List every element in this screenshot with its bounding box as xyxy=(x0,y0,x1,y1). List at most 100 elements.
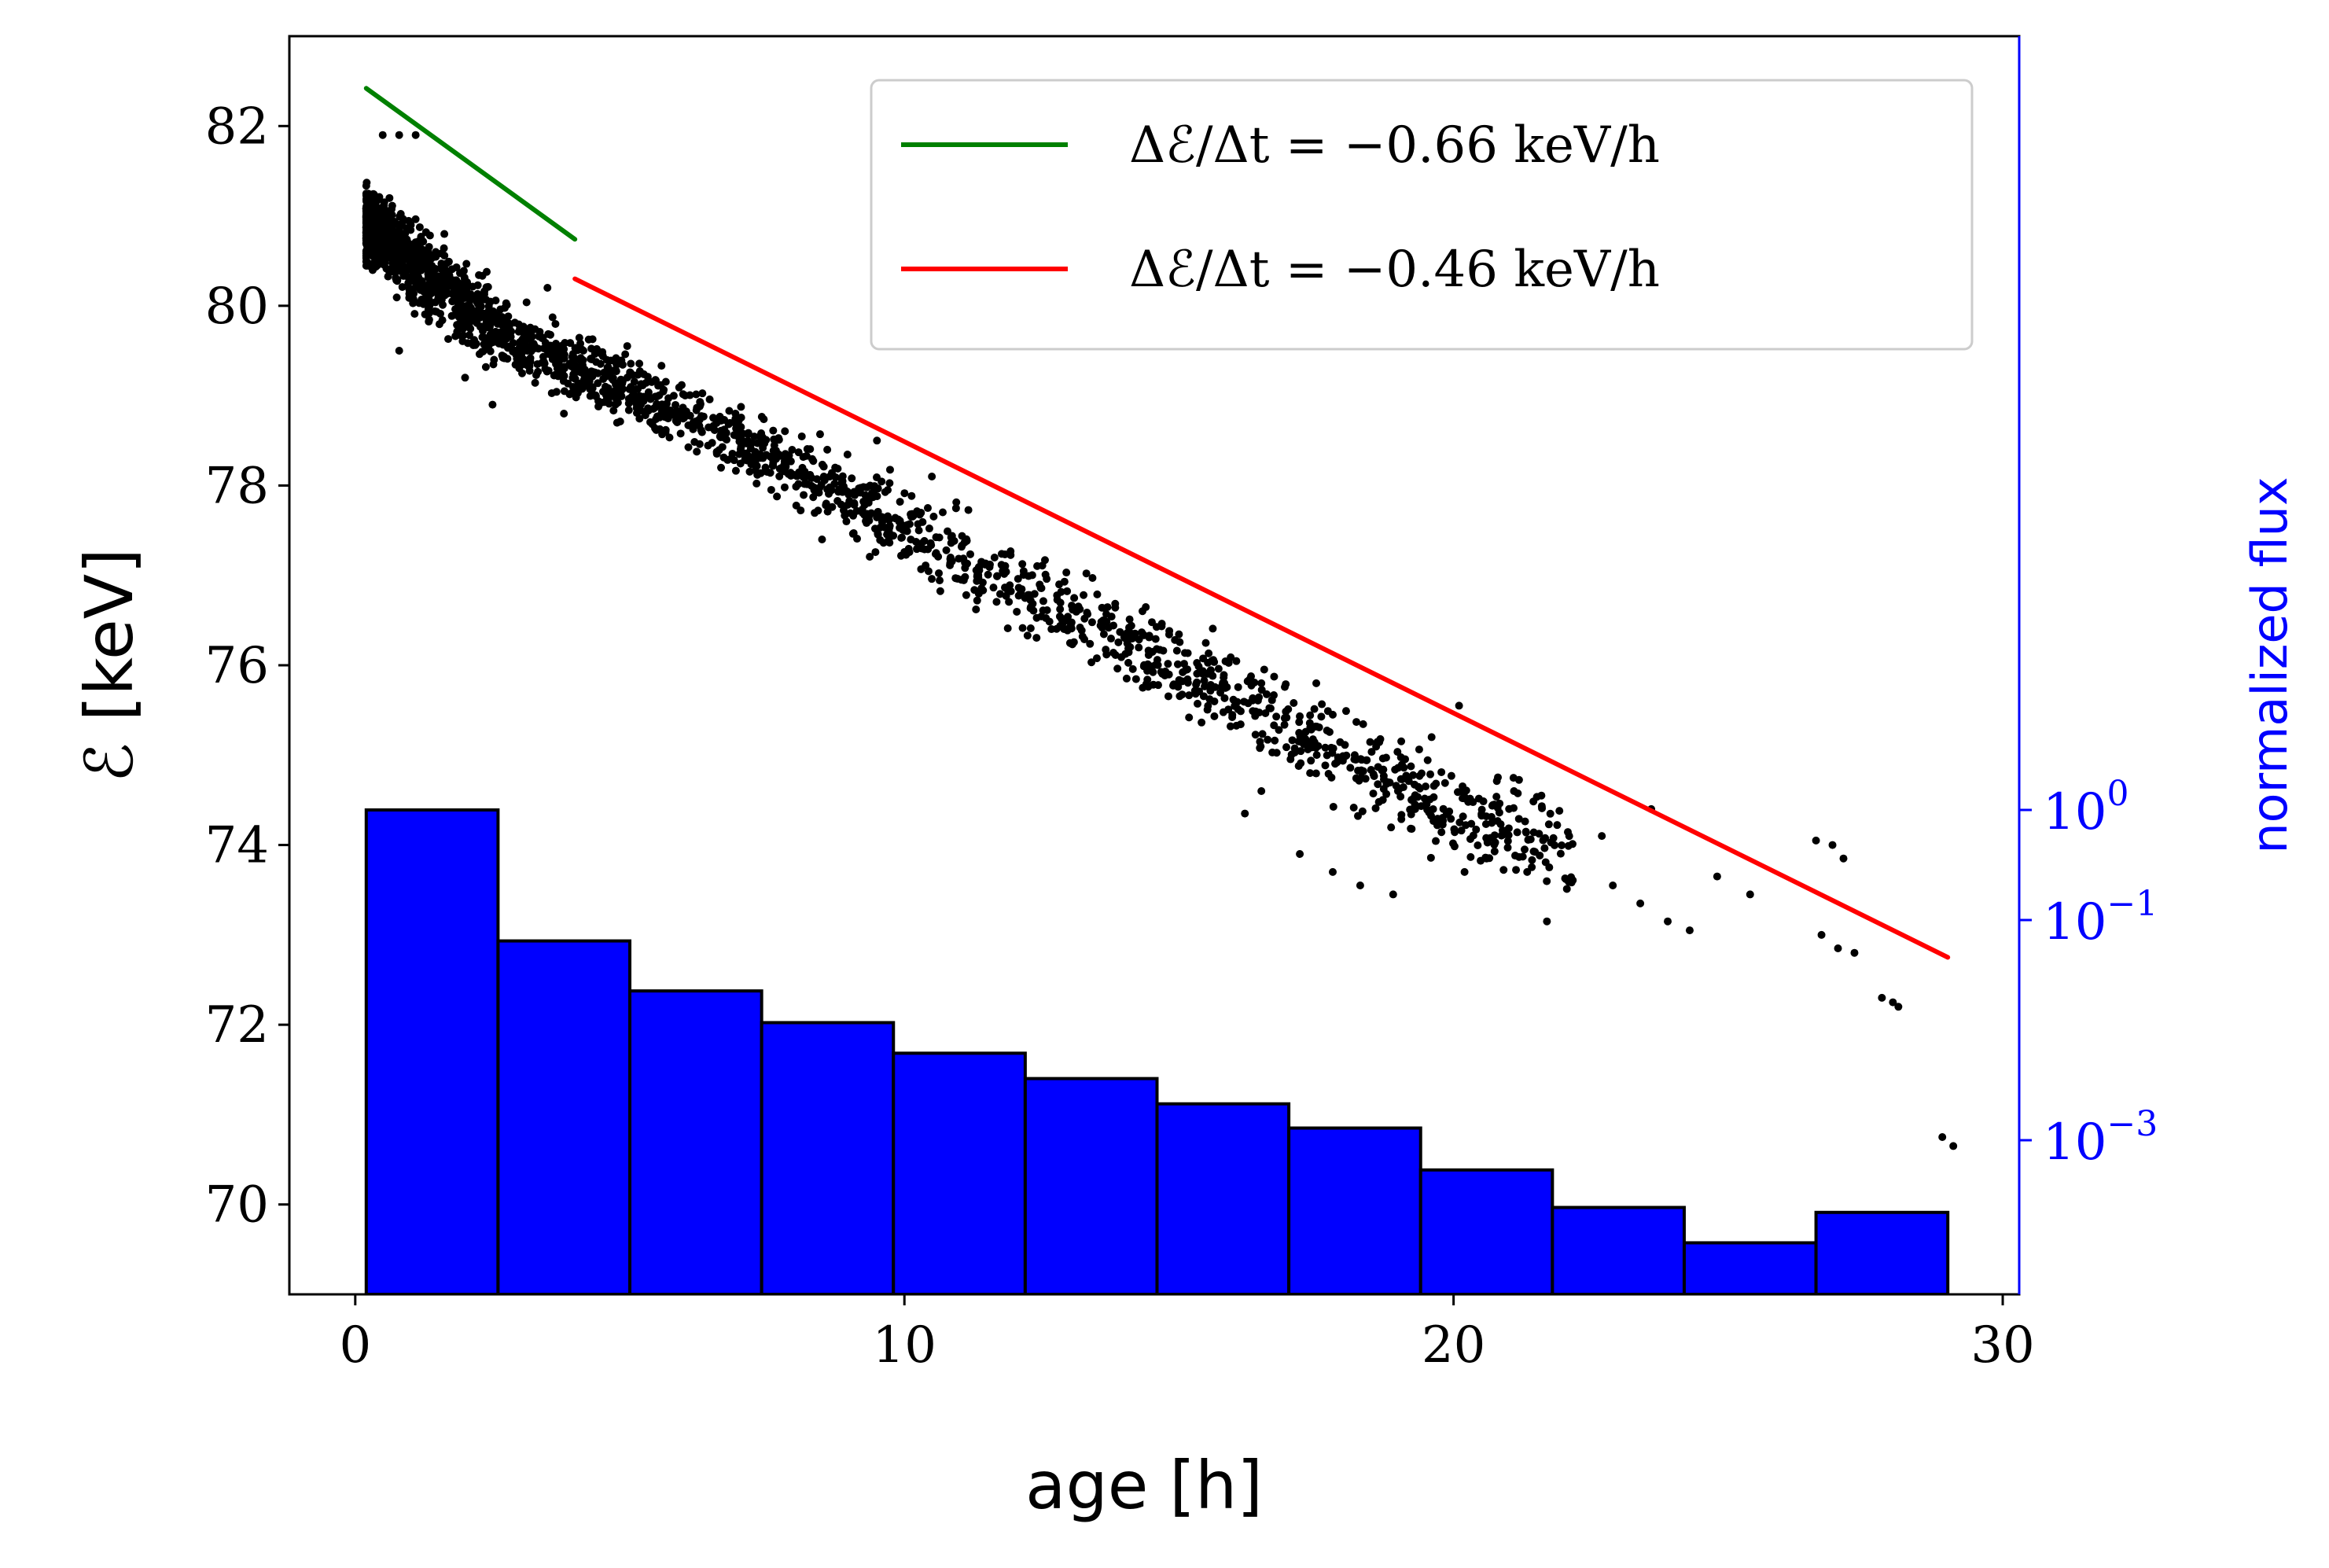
scatter-point xyxy=(1331,760,1340,768)
scatter-point xyxy=(645,392,653,401)
scatter-point xyxy=(1220,679,1229,687)
scatter-point xyxy=(1459,788,1468,797)
scatter-point xyxy=(1018,560,1027,569)
scatter-point xyxy=(1257,787,1266,795)
scatter-point xyxy=(425,231,434,240)
scatter-point xyxy=(786,471,795,480)
scatter-point xyxy=(962,536,971,545)
scatter-point xyxy=(436,292,444,300)
scatter-point xyxy=(914,526,923,535)
scatter-point xyxy=(609,407,618,415)
scatter-point xyxy=(378,131,387,139)
scatter-point xyxy=(1173,660,1182,668)
scatter-point xyxy=(1124,658,1133,667)
scatter-point xyxy=(1060,577,1069,586)
scatter-point xyxy=(1492,777,1501,786)
scatter-point xyxy=(1042,614,1050,623)
scatter-point xyxy=(451,311,459,319)
scatter-point xyxy=(900,489,909,498)
scatter-point xyxy=(725,407,734,415)
scatter-point xyxy=(443,267,451,276)
scatter-point xyxy=(761,463,770,472)
scatter-point xyxy=(973,596,981,605)
scatter-point xyxy=(385,193,394,202)
scatter-point xyxy=(1176,692,1184,701)
scatter-point xyxy=(372,230,381,239)
scatter-point xyxy=(669,392,678,400)
scatter-point xyxy=(1378,754,1387,763)
scatter-point xyxy=(395,131,403,139)
scatter-point xyxy=(839,506,848,514)
scatter-point xyxy=(712,447,721,456)
scatter-point xyxy=(1437,828,1446,837)
scatter-point xyxy=(1392,782,1400,790)
scatter-point xyxy=(1545,863,1554,872)
scatter-point xyxy=(1063,587,1072,595)
scatter-point xyxy=(566,339,575,348)
scatter-point xyxy=(368,266,377,274)
scatter-point xyxy=(1092,654,1101,663)
scatter-point xyxy=(989,583,998,592)
scatter-point xyxy=(1185,691,1194,700)
scatter-point xyxy=(1194,699,1202,708)
scatter-point xyxy=(1539,836,1547,845)
scatter-point xyxy=(531,378,539,387)
scatter-point xyxy=(1107,613,1116,621)
scatter-point xyxy=(712,418,721,426)
scatter-point xyxy=(1490,847,1499,856)
scatter-point xyxy=(1205,695,1214,704)
scatter-point xyxy=(776,451,785,460)
scatter-point xyxy=(1556,849,1565,858)
scatter-point xyxy=(1568,840,1577,848)
scatter-point xyxy=(797,506,805,515)
scatter-point xyxy=(1481,819,1490,828)
scatter-point xyxy=(454,322,463,330)
scatter-point xyxy=(1268,696,1276,705)
scatter-point xyxy=(1209,624,1217,633)
scatter-point xyxy=(382,264,391,273)
scatter-point xyxy=(736,459,745,468)
scatter-point xyxy=(1226,722,1234,731)
scatter-point xyxy=(1294,762,1303,771)
scatter-point xyxy=(518,336,527,344)
scatter-point xyxy=(1028,571,1036,580)
scatter-point xyxy=(1609,882,1617,889)
scatter-point xyxy=(1685,926,1694,935)
scatter-point xyxy=(517,326,526,335)
scatter-point xyxy=(1172,646,1181,655)
scatter-point xyxy=(1062,624,1071,633)
scatter-point xyxy=(576,363,585,371)
scatter-point xyxy=(842,517,851,526)
scatter-point xyxy=(576,339,585,348)
x-tick-label: 0 xyxy=(339,1316,371,1375)
scatter-point xyxy=(499,340,507,349)
scatter-point xyxy=(928,473,936,480)
scatter-point xyxy=(1562,885,1571,893)
scatter-point xyxy=(1328,710,1337,719)
scatter-point xyxy=(1280,720,1289,729)
scatter-point xyxy=(637,380,646,388)
scatter-point xyxy=(1321,743,1330,752)
scatter-point xyxy=(1199,654,1208,663)
scatter-point xyxy=(1543,917,1551,926)
scatter-point xyxy=(560,387,568,396)
scatter-point xyxy=(992,598,1001,606)
scatter-point xyxy=(657,407,666,415)
scatter-point xyxy=(551,319,560,328)
scatter-point xyxy=(822,501,830,510)
x-tick-label: 20 xyxy=(1422,1316,1485,1375)
scatter-point xyxy=(604,384,613,392)
scatter-point xyxy=(1194,662,1203,671)
scatter-point xyxy=(1598,832,1606,841)
scatter-point xyxy=(1317,712,1326,721)
scatter-point xyxy=(425,317,433,326)
scatter-point xyxy=(997,550,1006,558)
scatter-point xyxy=(947,533,955,542)
scatter-point xyxy=(1528,856,1536,864)
scatter-point xyxy=(1033,561,1042,570)
scatter-point xyxy=(462,302,470,311)
scatter-point xyxy=(793,472,801,480)
scatter-point xyxy=(936,587,944,595)
scatter-point xyxy=(661,412,670,421)
scatter-point xyxy=(1839,854,1848,863)
